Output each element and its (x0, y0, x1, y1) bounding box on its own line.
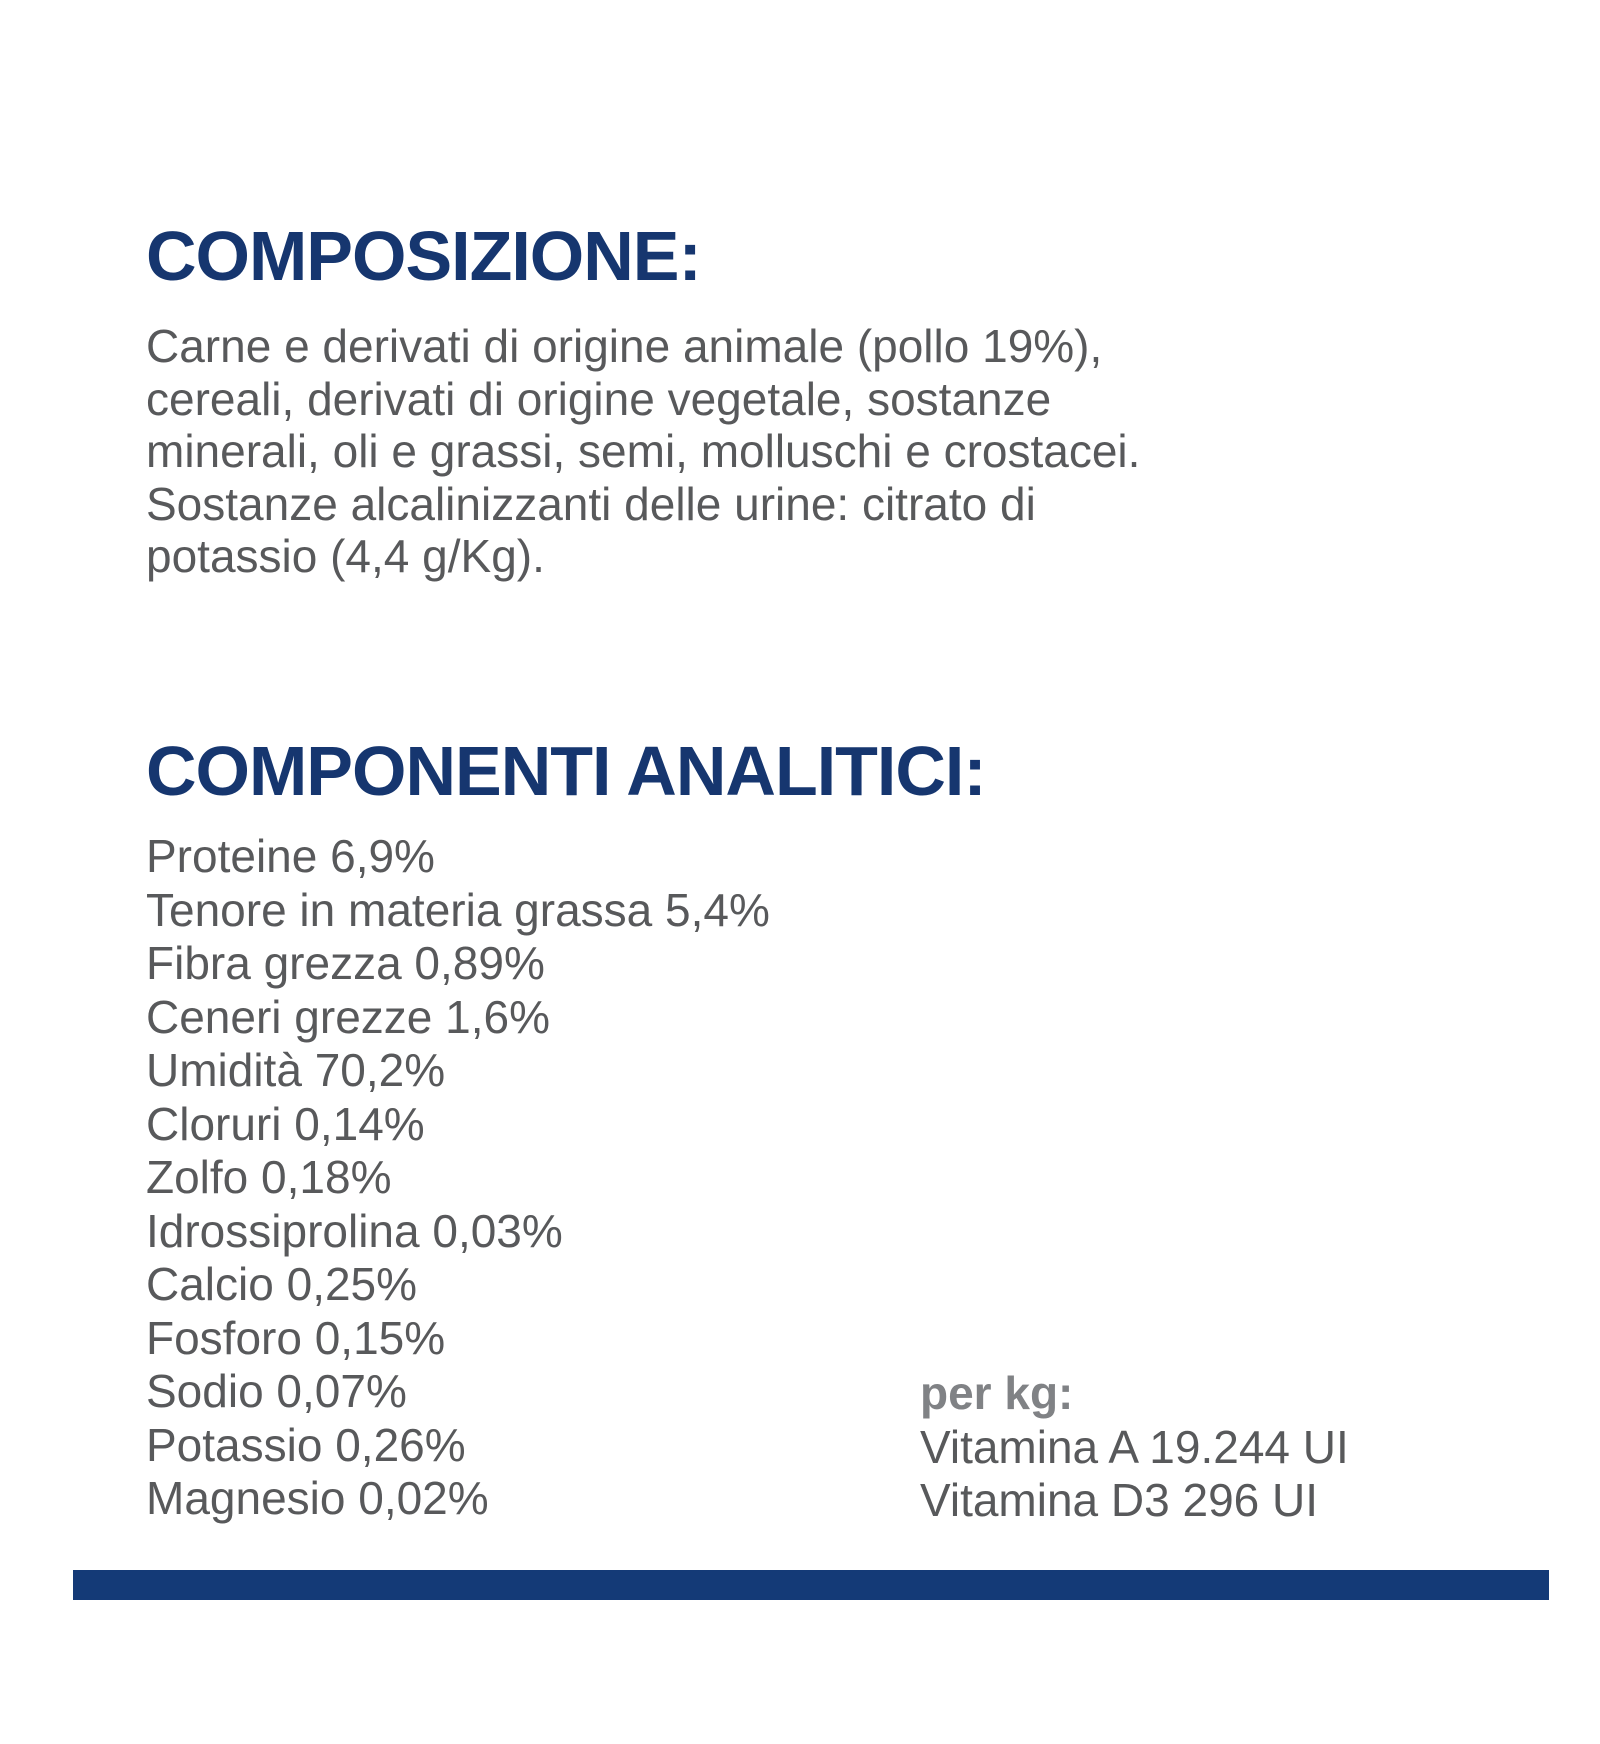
list-item: Fosforo 0,15% (146, 1311, 446, 1364)
composition-text: Carne e derivati di origine animale (pol… (146, 320, 1140, 583)
bottom-divider-bar (73, 1570, 1549, 1600)
composition-title: COMPOSIZIONE: (146, 217, 702, 295)
vitamin-d3-value: Vitamina D3 296 UI (920, 1474, 1319, 1526)
list-item: Ceneri grezze 1,6% (146, 990, 550, 1043)
list-item: Fibra grezza 0,89% (146, 937, 545, 989)
list-item: Sodio 0,07% (146, 1365, 407, 1417)
list-item: Idrossiprolina 0,03% (146, 1204, 563, 1257)
list-item: Umidità 70,2% (146, 1044, 446, 1096)
list-item: Proteine 6,9% (146, 830, 435, 882)
analytical-components-list: Proteine 6,9% Tenore in materia grassa 5… (146, 830, 770, 1526)
composition-line: Carne e derivati di origine animale (pol… (146, 320, 1103, 372)
composition-line: cereali, derivati di origine vegetale, s… (146, 372, 1052, 425)
list-item: Cloruri 0,14% (146, 1097, 425, 1150)
list-item: Calcio 0,25% (146, 1258, 418, 1310)
composition-line: potassio (4,4 g/Kg). (146, 530, 545, 583)
list-item: Zolfo 0,18% (146, 1151, 392, 1203)
vitamin-a-value: Vitamina A 19.244 UI (920, 1420, 1349, 1473)
per-kg-block: per kg: Vitamina A 19.244 UI Vitamina D3… (920, 1367, 1349, 1528)
list-item: Magnesio 0,02% (146, 1472, 489, 1524)
list-item: Potassio 0,26% (146, 1418, 466, 1471)
composition-line: Sostanze alcalinizzanti delle urine: cit… (146, 477, 1036, 530)
analytical-components-title: COMPONENTI ANALITICI: (146, 732, 987, 810)
per-kg-label: per kg: (920, 1367, 1074, 1419)
list-item: Tenore in materia grassa 5,4% (146, 883, 770, 936)
composition-line: minerali, oli e grassi, semi, molluschi … (146, 425, 1141, 478)
